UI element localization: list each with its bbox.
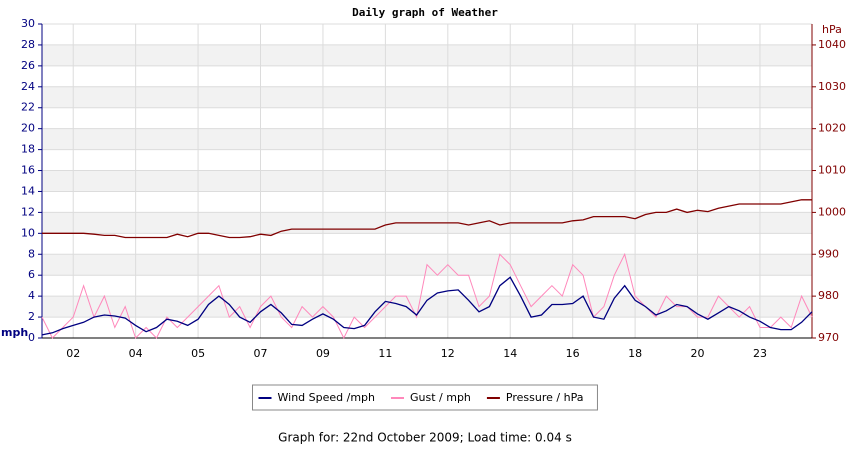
legend-label: Gust / mph [410,391,471,404]
x-tick-label: 05 [191,347,205,360]
y2-tick-label: 970 [818,331,839,344]
y-tick-label: 18 [21,143,35,156]
y-tick-label: 6 [28,268,35,281]
y2-tick-label: 1030 [818,80,846,93]
y-tick-label: 4 [28,289,35,302]
grid-band [42,170,812,192]
grid-band [42,128,812,150]
chart-title: Daily graph of Weather [352,6,498,19]
series-line [41,252,813,340]
y-tick-label: 20 [21,122,35,135]
y2-tick-label: 1010 [818,164,846,177]
legend-label: Pressure / hPa [506,391,584,404]
y2-tick-label: 1000 [818,205,846,218]
y2-tick-label: 1040 [818,38,846,51]
series-line [41,276,813,336]
y-tick-label: 22 [21,101,35,114]
x-tick-label: 09 [316,347,330,360]
footer: Graph for: 22nd October 2009; Load time:… [278,431,572,445]
x-tick-label: 04 [129,347,143,360]
y-tick-label: 10 [21,226,35,239]
y-tick-label: 14 [21,184,35,197]
y2-axis-label: hPa [822,23,842,36]
y-tick-label: 0 [28,331,35,344]
y-tick-label: 16 [21,164,35,177]
y-tick-label: 8 [28,247,35,260]
grid-band [42,86,812,108]
y-axis-label: mph [1,326,28,339]
legend-label: Wind Speed /mph [278,391,376,404]
series-line [42,199,812,239]
y-tick-label: 26 [21,59,35,72]
x-tick-label: 20 [691,347,705,360]
x-tick-label: 16 [566,347,580,360]
y2-tick-label: 1020 [818,122,846,135]
y2-tick-label: 990 [818,247,839,260]
x-tick-label: 23 [753,347,767,360]
y2-tick-label: 980 [818,289,839,302]
y-tick-label: 28 [21,38,35,51]
y-tick-label: 2 [28,310,35,323]
y-tick-label: 30 [21,17,35,30]
x-tick-label: 14 [503,347,517,360]
x-tick-label: 11 [378,347,392,360]
grid-band [42,44,812,66]
legend: Wind Speed /mph Gust / mph Pressure / hPa [252,384,598,411]
x-tick-label: 07 [254,347,268,360]
x-tick-label: 18 [628,347,642,360]
y-tick-label: 24 [21,80,35,93]
y-tick-label: 12 [21,205,35,218]
x-tick-label: 02 [66,347,80,360]
legend-box [252,384,598,411]
x-tick-label: 12 [441,347,455,360]
